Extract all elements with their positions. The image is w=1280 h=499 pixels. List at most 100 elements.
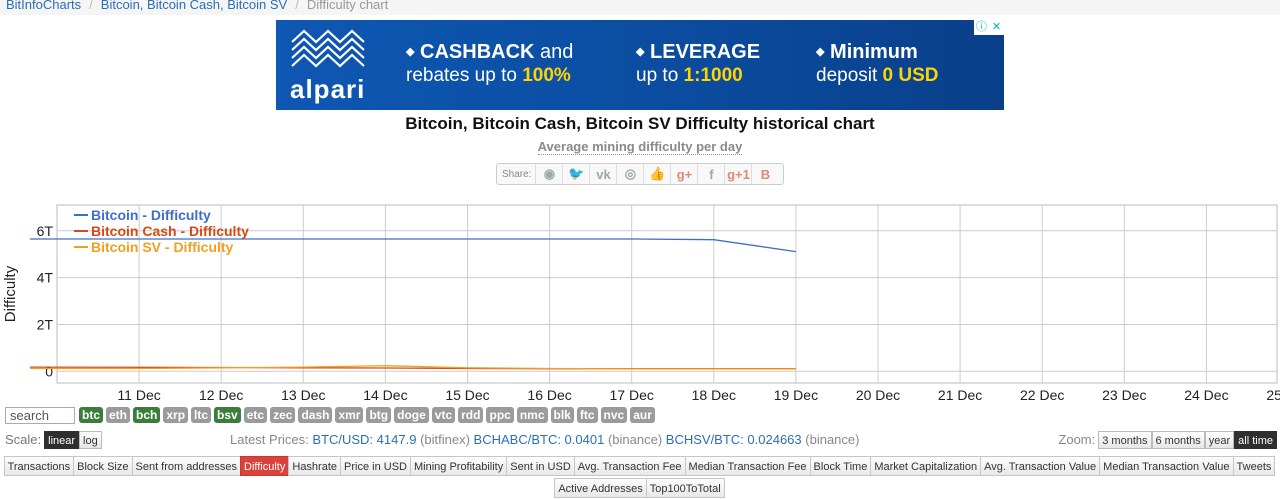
coin-ltc-button[interactable]: ltc <box>191 407 212 423</box>
price-bchabc-btc[interactable]: BCHABC/BTC: 0.0401 <box>473 432 605 447</box>
legend-entry[interactable]: Bitcoin - Difficulty <box>91 207 211 223</box>
x-tick-label: 21 Dec <box>938 387 982 403</box>
x-tick-label: 22 Dec <box>1020 387 1064 403</box>
x-tick-label: 24 Dec <box>1184 387 1228 403</box>
like-icon[interactable]: 👍 <box>643 164 670 184</box>
x-tick-label: 18 Dec <box>692 387 736 403</box>
ad-brand: alpari <box>290 74 366 104</box>
tab-block-time[interactable]: Block Time <box>809 456 872 476</box>
scale-control: Scale: linear log <box>5 430 102 450</box>
y-tick-label: 0 <box>45 363 53 379</box>
tab-sent-in-usd[interactable]: Sent in USD <box>506 456 575 476</box>
page-title: Bitcoin, Bitcoin Cash, Bitcoin SV Diffic… <box>405 114 875 133</box>
coin-btg-button[interactable]: btg <box>366 407 392 423</box>
ad-leverage-block: ◆ LEVERAGE up to 1:1000 <box>636 41 761 86</box>
coin-blk-button[interactable]: blk <box>550 407 574 423</box>
coin-xrp-button[interactable]: xrp <box>163 407 189 423</box>
blogger-icon[interactable]: B <box>751 164 778 184</box>
breadcrumb-home-link[interactable]: BitInfoCharts <box>6 0 82 12</box>
coin-btc-button[interactable]: btc <box>79 407 103 423</box>
coin-vtc-button[interactable]: vtc <box>431 407 456 423</box>
x-tick-label: 19 Dec <box>774 387 818 403</box>
coin-xmr-button[interactable]: xmr <box>335 407 364 423</box>
coin-etc-button[interactable]: etc <box>243 407 268 423</box>
gplus-icon[interactable]: g+ <box>670 164 697 184</box>
tab-mining-profitability[interactable]: Mining Profitability <box>409 456 508 476</box>
x-tick-label: 25 Dec <box>1266 387 1280 403</box>
coin-nmc-button[interactable]: nmc <box>516 407 548 423</box>
coin-bch-button[interactable]: bch <box>133 407 161 423</box>
search-input[interactable]: search <box>5 406 75 424</box>
coin-selector-bar: search btc eth bch xrp ltc bsv etc zec dash xmr bt… <box>5 406 658 424</box>
ad-close-icon[interactable]: ✕ <box>991 21 1002 33</box>
tab-active-addresses[interactable]: Active Addresses <box>554 478 647 498</box>
plot-area <box>56 204 1278 384</box>
zoom-all-time-button[interactable]: all time <box>1234 431 1277 449</box>
tab-market-capitalization[interactable]: Market Capitalization <box>870 456 982 476</box>
prices-label: Latest Prices: <box>230 432 309 447</box>
coin-aur-button[interactable]: aur <box>630 407 655 423</box>
facebook-icon[interactable]: f <box>697 164 724 184</box>
coin-doge-button[interactable]: doge <box>394 407 429 423</box>
x-tick-label: 13 Dec <box>281 387 325 403</box>
share-bar: Share: ◉ 🐦 vk ◎ 👍 g+ f g+1 B <box>496 163 784 185</box>
x-tick-label: 12 Dec <box>199 387 243 403</box>
price-btc-usd[interactable]: BTC/USD: 4147.9 <box>312 432 417 447</box>
metric-tabs-row-2: Active Addresses Top100ToTotal <box>0 478 1280 498</box>
x-tick-label: 11 Dec <box>117 387 160 403</box>
scale-linear-button[interactable]: linear <box>44 431 80 449</box>
x-tick-label: 14 Dec <box>363 387 407 403</box>
tab-top100tototal[interactable]: Top100ToTotal <box>645 478 725 498</box>
price-bchsv-source: (binance) <box>805 432 860 447</box>
zoom-label: Zoom: <box>1058 432 1096 447</box>
price-bchabc-source: (binance) <box>607 432 663 447</box>
coin-bsv-button[interactable]: bsv <box>214 407 241 423</box>
coin-eth-button[interactable]: eth <box>106 407 130 423</box>
x-tick-label: 23 Dec <box>1102 387 1146 403</box>
legend-entry[interactable]: Bitcoin SV - Difficulty <box>91 239 234 255</box>
x-tick-label: 20 Dec <box>856 387 900 403</box>
tab-tweets[interactable]: Tweets <box>1232 456 1276 476</box>
breadcrumb-section-link[interactable]: Bitcoin, Bitcoin Cash, Bitcoin SV <box>100 0 288 12</box>
coin-zec-button[interactable]: zec <box>270 407 296 423</box>
tab-median-transaction-fee[interactable]: Median Transaction Fee <box>684 456 811 476</box>
breadcrumb-current: Difficulty chart <box>306 0 389 12</box>
coin-nvc-button[interactable]: nvc <box>600 407 628 423</box>
tab-median-transaction-value[interactable]: Median Transaction Value <box>1099 456 1234 476</box>
x-tick-label: 15 Dec <box>445 387 489 403</box>
coin-ftc-button[interactable]: ftc <box>576 407 598 423</box>
y-tick-label: 4T <box>37 270 54 286</box>
legend-entry[interactable]: Bitcoin Cash - Difficulty <box>91 223 249 239</box>
y-tick-label: 6T <box>37 223 54 239</box>
reddit-icon[interactable]: ◉ <box>535 164 562 184</box>
zoom-6-months-button[interactable]: 6 months <box>1151 431 1205 449</box>
price-bchsv-btc[interactable]: BCHSV/BTC: 0.024663 <box>665 432 802 447</box>
gplus-one-icon[interactable]: g+1 <box>724 164 751 184</box>
ad-cashback-block: ◆ CASHBACK and rebates up to 100% <box>406 41 574 86</box>
alpari-wave-logo-icon <box>291 29 365 68</box>
tab-sent-from-addresses[interactable]: Sent from addresses <box>131 456 241 476</box>
tab-avg-transaction-fee[interactable]: Avg. Transaction Fee <box>573 456 686 476</box>
tab-hashrate[interactable]: Hashrate <box>288 456 342 476</box>
metric-tabs-row-1: Transactions Block Size Sent from addresse… <box>0 456 1280 476</box>
tab-price-in-usd[interactable]: Price in USD <box>340 456 411 476</box>
vk-icon[interactable]: vk <box>589 164 616 184</box>
coin-ppc-button[interactable]: ppc <box>486 407 514 423</box>
ad-info-icon[interactable]: ⓘ <box>976 21 987 33</box>
zoom-control: Zoom: 3 months 6 months year all time <box>1058 430 1277 450</box>
x-tick-label: 17 Dec <box>610 387 654 403</box>
coin-dash-button[interactable]: dash <box>298 407 333 423</box>
tab-transactions[interactable]: Transactions <box>3 456 75 476</box>
zoom-year-button[interactable]: year <box>1204 431 1235 449</box>
tab-block-size[interactable]: Block Size <box>73 456 133 476</box>
weibo-icon[interactable]: ◎ <box>616 164 643 184</box>
coin-rdd-button[interactable]: rdd <box>458 407 484 423</box>
scale-log-button[interactable]: log <box>79 431 102 449</box>
y-tick-label: 2T <box>37 316 54 332</box>
tab-avg-transaction-value[interactable]: Avg. Transaction Value <box>980 456 1101 476</box>
tab-difficulty[interactable]: Difficulty <box>240 456 290 476</box>
zoom-3-months-button[interactable]: 3 months <box>1098 431 1152 449</box>
twitter-icon[interactable]: 🐦 <box>562 164 589 184</box>
y-axis-label: Difficulty <box>2 265 19 322</box>
ad-banner[interactable]: alpari ◆ CASHBACK and rebates up to 100%… <box>276 20 1004 110</box>
